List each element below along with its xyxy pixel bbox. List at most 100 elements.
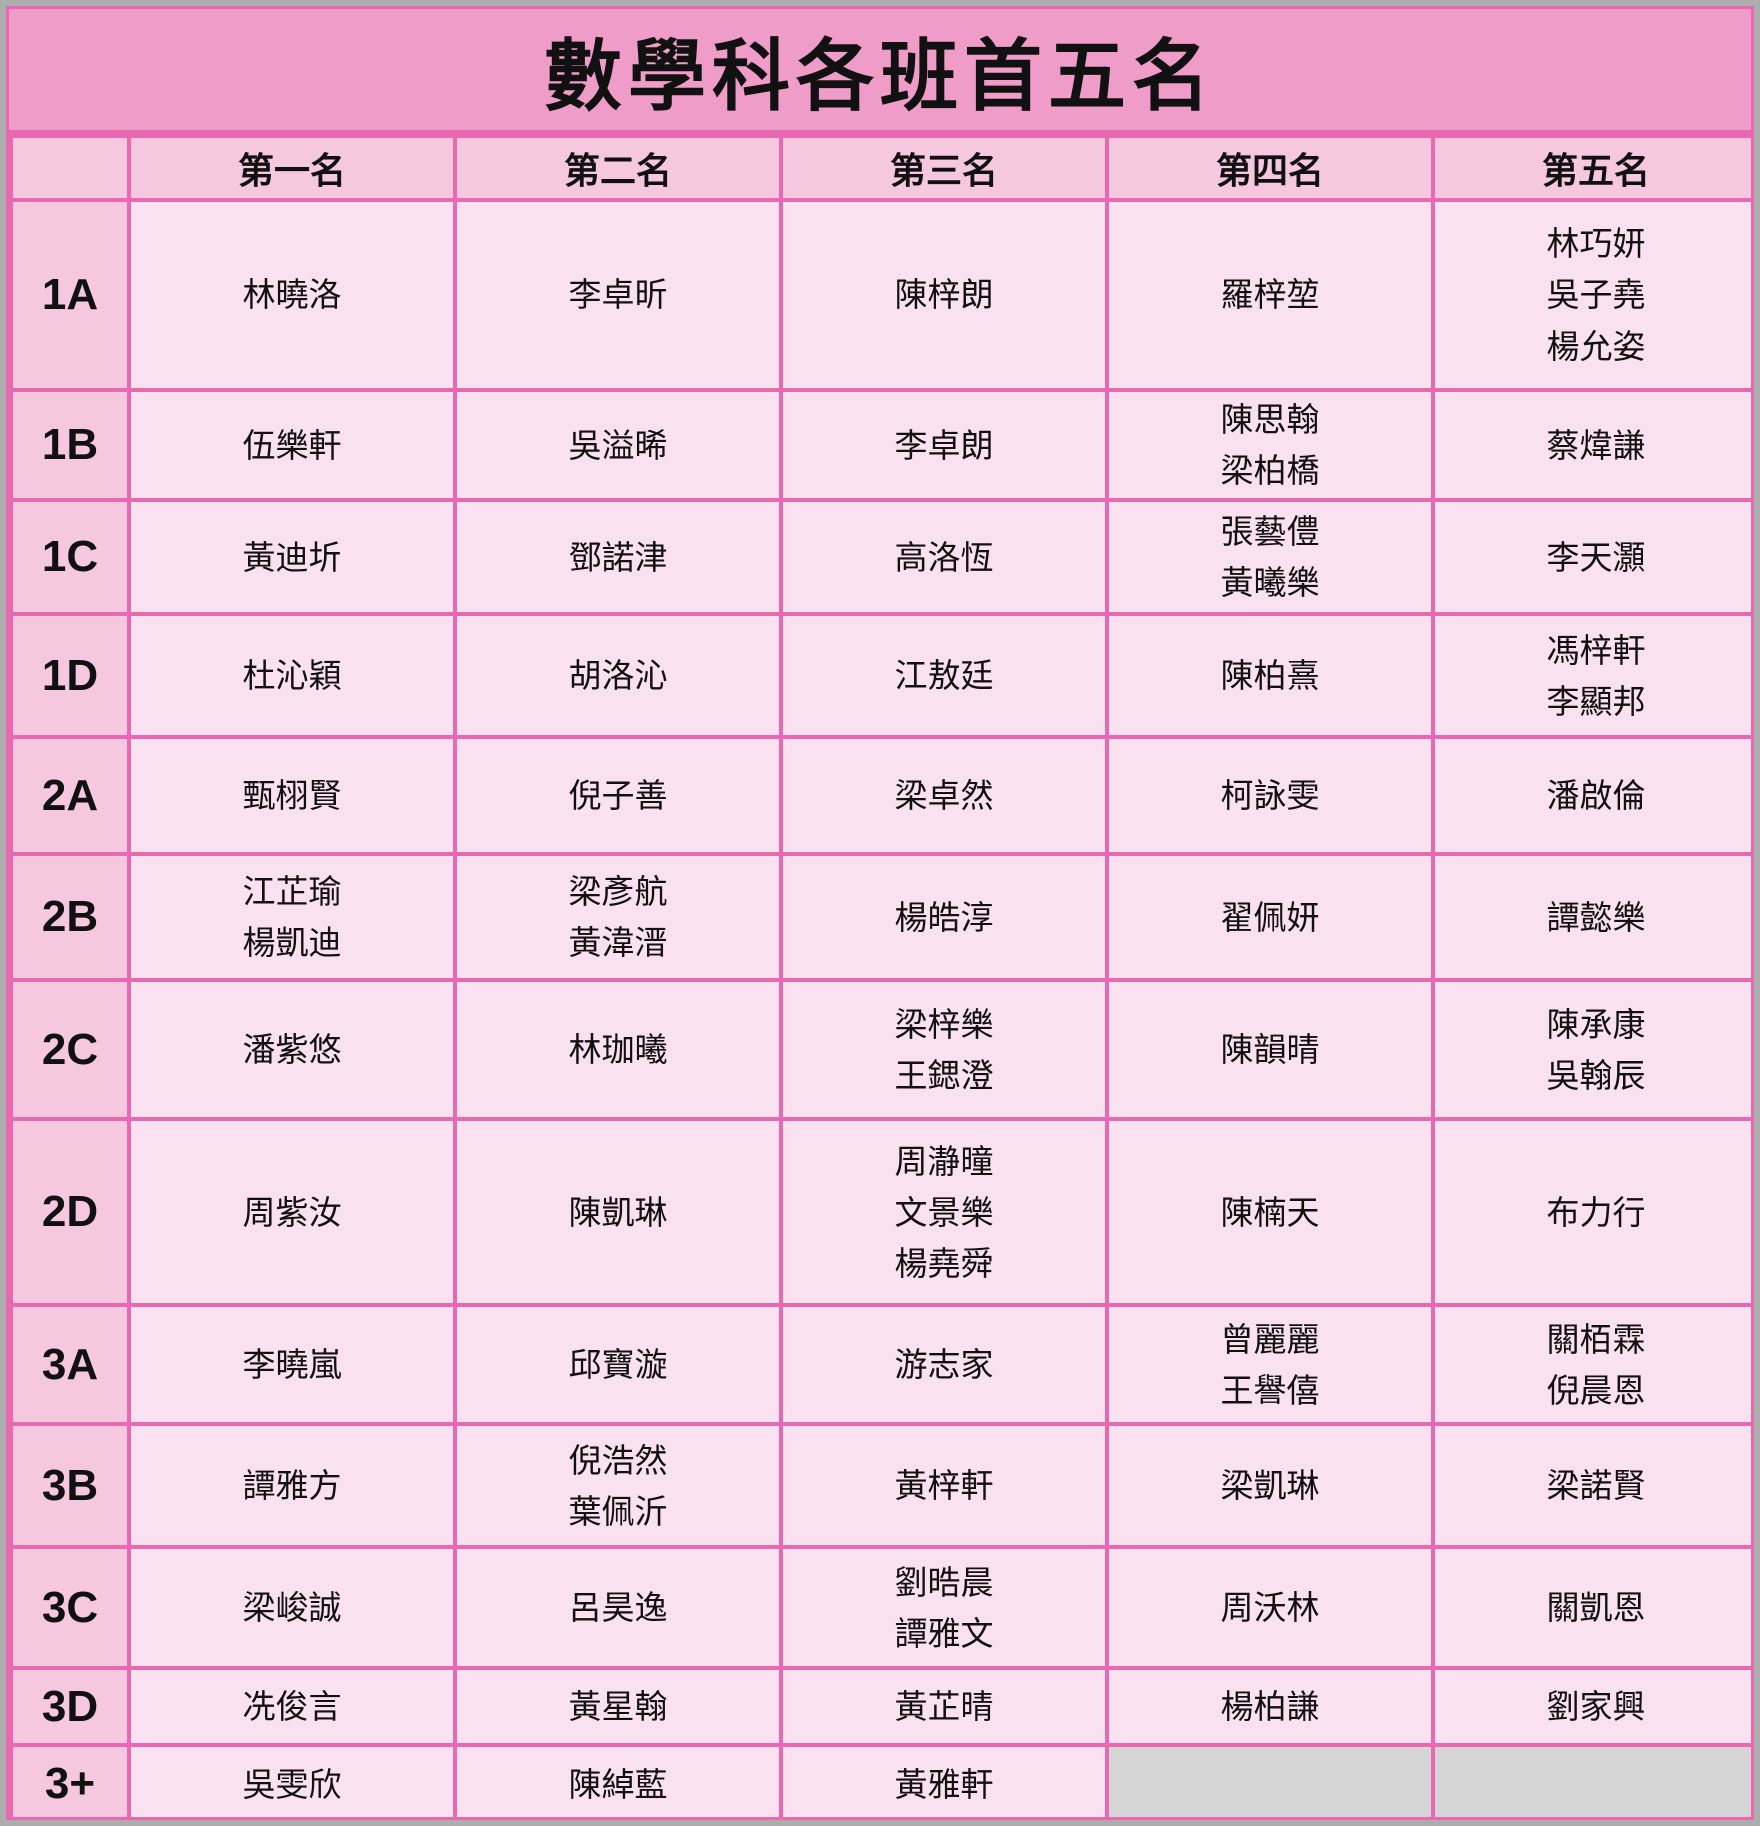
page-title: 數學科各班首五名 [543, 31, 1216, 120]
row-label-3A: 3A [9, 1303, 131, 1427]
student-name: 鄧諾津 [568, 538, 668, 576]
student-name: 黃梓軒 [894, 1467, 994, 1505]
table-body: 1A 林曉洛 李卓昕 陳梓朗 羅梓堃 林巧妍 吳子堯 楊允姿 1B 伍樂軒 吳溢晞 李卓朗 陳思翰 梁柏橋… [9, 198, 1751, 1817]
column-header-rank-4: 第四名 [1105, 134, 1435, 202]
student-name: 關栢霖 [1546, 1320, 1646, 1358]
student-name-cell: 林珈曦 [453, 978, 783, 1122]
header-row: 第一名 第二名 第三名 第四名 第五名 [9, 134, 1751, 202]
student-name: 邱寶漩 [568, 1346, 668, 1384]
student-name-cell: 李卓朗 [779, 387, 1109, 503]
table-row-1D: 1D 杜沁穎 胡洛沁 江敖廷 陳柏熹 馮梓軒 李顯邦 [9, 612, 1751, 740]
student-name-cell: 陳凱琳 [453, 1117, 783, 1308]
student-name: 翟佩妍 [1220, 898, 1320, 936]
student-name-cell: 伍樂軒 [127, 387, 457, 503]
student-name-cell: 黃芷晴 [779, 1666, 1109, 1748]
table-row-1A: 1A 林曉洛 李卓昕 陳梓朗 羅梓堃 林巧妍 吳子堯 楊允姿 [9, 198, 1751, 392]
student-name-cell: 梁卓然 [779, 735, 1109, 857]
student-name-cell: 周紫汝 [127, 1117, 457, 1308]
row-label-3+: 3+ [9, 1743, 131, 1817]
column-header-rank-1: 第一名 [127, 134, 457, 202]
student-name-cell: 倪子善 [453, 735, 783, 857]
student-name-cell: 吳雯欣 [127, 1743, 457, 1817]
student-name: 陳綽藍 [568, 1765, 668, 1803]
student-name-cell: 劉晧晨 譚雅文 [779, 1545, 1109, 1671]
student-name-cell: 林巧妍 吳子堯 楊允姿 [1431, 198, 1751, 392]
row-label-3B: 3B [9, 1422, 131, 1550]
student-name-cell: 胡洛沁 [453, 612, 783, 740]
student-name: 陳承康 [1546, 1005, 1646, 1043]
student-name-cell: 甄栩賢 [127, 735, 457, 857]
table-row-2D: 2D 周紫汝 陳凱琳 周瀞曈 文景樂 楊堯舜 陳楠天 布力行 [9, 1117, 1751, 1308]
student-name: 楊凱迪 [242, 924, 342, 962]
row-label-1C: 1C [9, 498, 131, 617]
student-name: 李卓昕 [568, 276, 668, 314]
student-name: 潘紫悠 [242, 1031, 342, 1069]
row-label-2D: 2D [9, 1117, 131, 1308]
row-label-2A: 2A [9, 735, 131, 857]
student-name: 高洛恆 [894, 538, 994, 576]
student-name-cell: 布力行 [1431, 1117, 1751, 1308]
student-name: 陳楠天 [1220, 1193, 1320, 1231]
row-label-3C: 3C [9, 1545, 131, 1671]
table-inner-border: 數學科各班首五名 第一名 第二名 第三名 第四名 第五名 1A 林曉洛 李卓昕 陳梓朗 羅梓堃林… [6, 6, 1754, 1820]
student-name-cell: 黃星翰 [453, 1666, 783, 1748]
column-header-rank-3: 第三名 [779, 134, 1109, 202]
student-name-cell: 游志家 [779, 1303, 1109, 1427]
student-name: 劉家興 [1546, 1688, 1646, 1726]
student-name: 倪子善 [568, 777, 668, 815]
student-name-cell: 陳綽藍 [453, 1743, 783, 1817]
student-name: 江敖廷 [894, 657, 994, 695]
student-name: 梁柏橋 [1220, 452, 1320, 490]
student-name: 楊柏謙 [1220, 1688, 1320, 1726]
student-name-cell: 黃迪圻 [127, 498, 457, 617]
column-header-rank-5: 第五名 [1431, 134, 1751, 202]
student-name-cell: 邱寶漩 [453, 1303, 783, 1427]
student-name: 張藝僼 [1220, 513, 1320, 551]
student-name-cell: 李天灝 [1431, 498, 1751, 617]
student-name: 周沃林 [1220, 1589, 1320, 1627]
student-name: 周紫汝 [242, 1193, 342, 1231]
student-name-cell: 吳溢晞 [453, 387, 783, 503]
student-name: 林曉洛 [242, 276, 342, 314]
student-name: 王譽僖 [1220, 1371, 1320, 1409]
student-name: 游志家 [894, 1346, 994, 1384]
table-row-2B: 2B 江芷瑜 楊凱迪 梁彥航 黃湋溍 楊皓淳 翟佩妍 譚懿樂 [9, 852, 1751, 983]
student-name: 柯詠雯 [1220, 777, 1320, 815]
student-name-cell: 江芷瑜 楊凱迪 [127, 852, 457, 983]
student-name-cell: 蔡煒謙 [1431, 387, 1751, 503]
student-name: 冼俊言 [242, 1688, 342, 1726]
student-name: 馮梓軒 [1546, 631, 1646, 669]
student-name-cell: 馮梓軒 李顯邦 [1431, 612, 1751, 740]
student-name: 李顯邦 [1546, 682, 1646, 720]
student-name-cell: 陳思翰 梁柏橋 [1105, 387, 1435, 503]
student-name: 黃湋溍 [568, 924, 668, 962]
student-name-cell: 羅梓堃 [1105, 198, 1435, 392]
student-name: 甄栩賢 [242, 777, 342, 815]
table-row-2A: 2A 甄栩賢 倪子善 梁卓然 柯詠雯 潘啟倫 [9, 735, 1751, 857]
student-name: 陳韻晴 [1220, 1031, 1320, 1069]
student-name: 倪浩然 [568, 1441, 668, 1479]
corner-cell [9, 134, 131, 202]
student-name: 梁峻誠 [242, 1589, 342, 1627]
row-label-1B: 1B [9, 387, 131, 503]
student-name: 倪晨恩 [1546, 1371, 1646, 1409]
row-label-3D: 3D [9, 1666, 131, 1748]
student-name: 楊允姿 [1546, 327, 1646, 365]
student-name: 李天灝 [1546, 538, 1646, 576]
student-name: 吳雯欣 [242, 1765, 342, 1803]
row-label-1A: 1A [9, 198, 131, 392]
student-name: 黃迪圻 [242, 538, 342, 576]
table-row-3+: 3+ 吳雯欣 陳綽藍 黃雅軒 [9, 1743, 1751, 1817]
student-name: 蔡煒謙 [1546, 426, 1646, 464]
student-name: 杜沁穎 [242, 657, 342, 695]
student-name-cell: 陳楠天 [1105, 1117, 1435, 1308]
student-name-cell: 鄧諾津 [453, 498, 783, 617]
empty-cell [1431, 1743, 1751, 1817]
student-name: 江芷瑜 [242, 873, 342, 911]
table-row-3A: 3A 李曉嵐 邱寶漩 游志家 曾麗麗 王譽僖 關栢霖 倪晨恩 [9, 1303, 1751, 1427]
student-name-cell: 潘啟倫 [1431, 735, 1751, 857]
student-name: 梁諾賢 [1546, 1467, 1646, 1505]
student-name: 關凱恩 [1546, 1589, 1646, 1627]
student-name-cell: 李卓昕 [453, 198, 783, 392]
